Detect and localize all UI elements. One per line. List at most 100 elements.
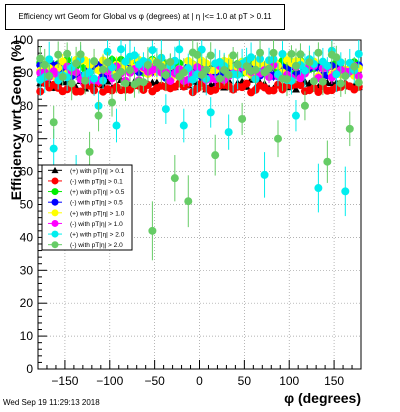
- data-point: [51, 198, 59, 206]
- data-point: [108, 98, 117, 107]
- data-point: [287, 49, 296, 58]
- data-point: [215, 74, 224, 83]
- legend-label: (+) with pT|η| > 0.5: [70, 189, 125, 196]
- data-point: [197, 45, 206, 54]
- data-point: [51, 209, 59, 217]
- timestamp-footer: Wed Sep 19 11:29:13 2018: [3, 398, 100, 407]
- data-point: [139, 78, 148, 87]
- data-point: [229, 51, 238, 60]
- data-point: [72, 59, 81, 68]
- data-point: [143, 60, 152, 69]
- data-point: [238, 114, 247, 123]
- data-point: [51, 188, 59, 196]
- data-point: [67, 79, 76, 88]
- data-point: [166, 57, 175, 66]
- data-point: [51, 177, 59, 185]
- data-point: [224, 70, 233, 79]
- x-tick-label: −150: [51, 374, 78, 388]
- data-point: [269, 86, 278, 95]
- data-point: [251, 65, 260, 74]
- data-point: [202, 65, 211, 74]
- data-point: [90, 74, 99, 83]
- data-point: [345, 124, 354, 133]
- data-point: [206, 51, 215, 60]
- y-tick-label: 10: [20, 329, 34, 343]
- data-point: [116, 45, 125, 54]
- data-point: [148, 226, 157, 235]
- data-point: [45, 71, 54, 80]
- data-point: [247, 53, 256, 62]
- data-point: [314, 184, 323, 193]
- series-7: [36, 40, 363, 261]
- data-point: [354, 78, 363, 87]
- data-point: [85, 147, 94, 156]
- data-point: [148, 46, 157, 55]
- axes: −150 −100 −50 0 50 100 150 0 10 20 30 40 50 60 70 80 90 1…: [13, 33, 353, 388]
- data-point: [130, 51, 139, 60]
- legend-label: (-) with pT|η| > 1.0: [70, 221, 123, 228]
- data-point: [332, 53, 341, 62]
- data-point: [314, 48, 323, 57]
- data-point: [188, 75, 197, 84]
- data-point: [54, 50, 63, 59]
- data-point: [242, 79, 251, 88]
- data-point: [184, 197, 193, 206]
- data-point: [291, 85, 300, 93]
- data-point: [282, 75, 291, 84]
- legend-label: (+) with pT|η| > 0.1: [70, 168, 125, 175]
- y-tick-label: 30: [20, 263, 34, 277]
- data-point: [112, 121, 121, 130]
- data-point: [323, 157, 332, 166]
- data-point: [81, 76, 90, 85]
- x-tick-label: −50: [144, 374, 165, 388]
- data-point: [300, 66, 309, 75]
- data-point: [51, 219, 59, 227]
- data-point: [116, 67, 125, 76]
- y-tick-label: 70: [20, 132, 34, 146]
- x-tick-label: 100: [279, 374, 299, 388]
- x-tick-label: −100: [96, 374, 123, 388]
- data-point: [341, 72, 350, 81]
- data-point: [58, 72, 67, 81]
- legend-label: (+) with pT|η| > 1.0: [70, 210, 125, 217]
- data-point: [161, 71, 170, 80]
- data-point: [51, 241, 59, 249]
- data-point: [85, 68, 94, 77]
- data-point: [121, 79, 130, 88]
- y-tick-label: 50: [20, 198, 34, 212]
- x-tick-label: 50: [238, 374, 252, 388]
- data-point: [350, 62, 359, 71]
- legend-label: (-) with pT|η| > 0.1: [70, 178, 123, 185]
- data-point: [94, 111, 103, 120]
- data-point: [300, 101, 309, 110]
- data-point: [76, 50, 85, 59]
- data-point: [341, 187, 350, 196]
- data-point: [296, 50, 305, 59]
- data-point: [193, 50, 202, 59]
- data-point: [161, 105, 170, 114]
- data-point: [206, 108, 215, 117]
- y-tick-label: 100: [13, 33, 33, 47]
- data-point: [45, 55, 54, 64]
- legend: (+) with pT|η| > 0.1 (-) with pT|η| > 0.1…: [41, 164, 133, 251]
- data-point: [305, 58, 314, 67]
- data-point: [318, 77, 327, 86]
- data-point: [256, 48, 265, 57]
- x-tick-label: 0: [196, 374, 203, 388]
- data-point: [265, 64, 274, 73]
- y-tick-label: 0: [26, 362, 33, 376]
- data-point: [166, 76, 175, 85]
- y-tick-label: 40: [20, 230, 34, 244]
- data-point: [49, 118, 58, 127]
- chart-title: Efficiency wrt Geom for Global vs φ (deg…: [5, 4, 285, 30]
- legend-label: (-) with pT|η| > 0.5: [70, 200, 123, 207]
- legend-label: (-) with pT|η| > 2.0: [70, 242, 123, 249]
- data-point: [224, 128, 233, 137]
- data-point: [51, 166, 59, 174]
- data-point: [274, 134, 283, 143]
- data-point: [291, 111, 300, 120]
- data-point: [175, 45, 184, 54]
- data-point: [99, 65, 108, 74]
- data-point: [291, 61, 300, 70]
